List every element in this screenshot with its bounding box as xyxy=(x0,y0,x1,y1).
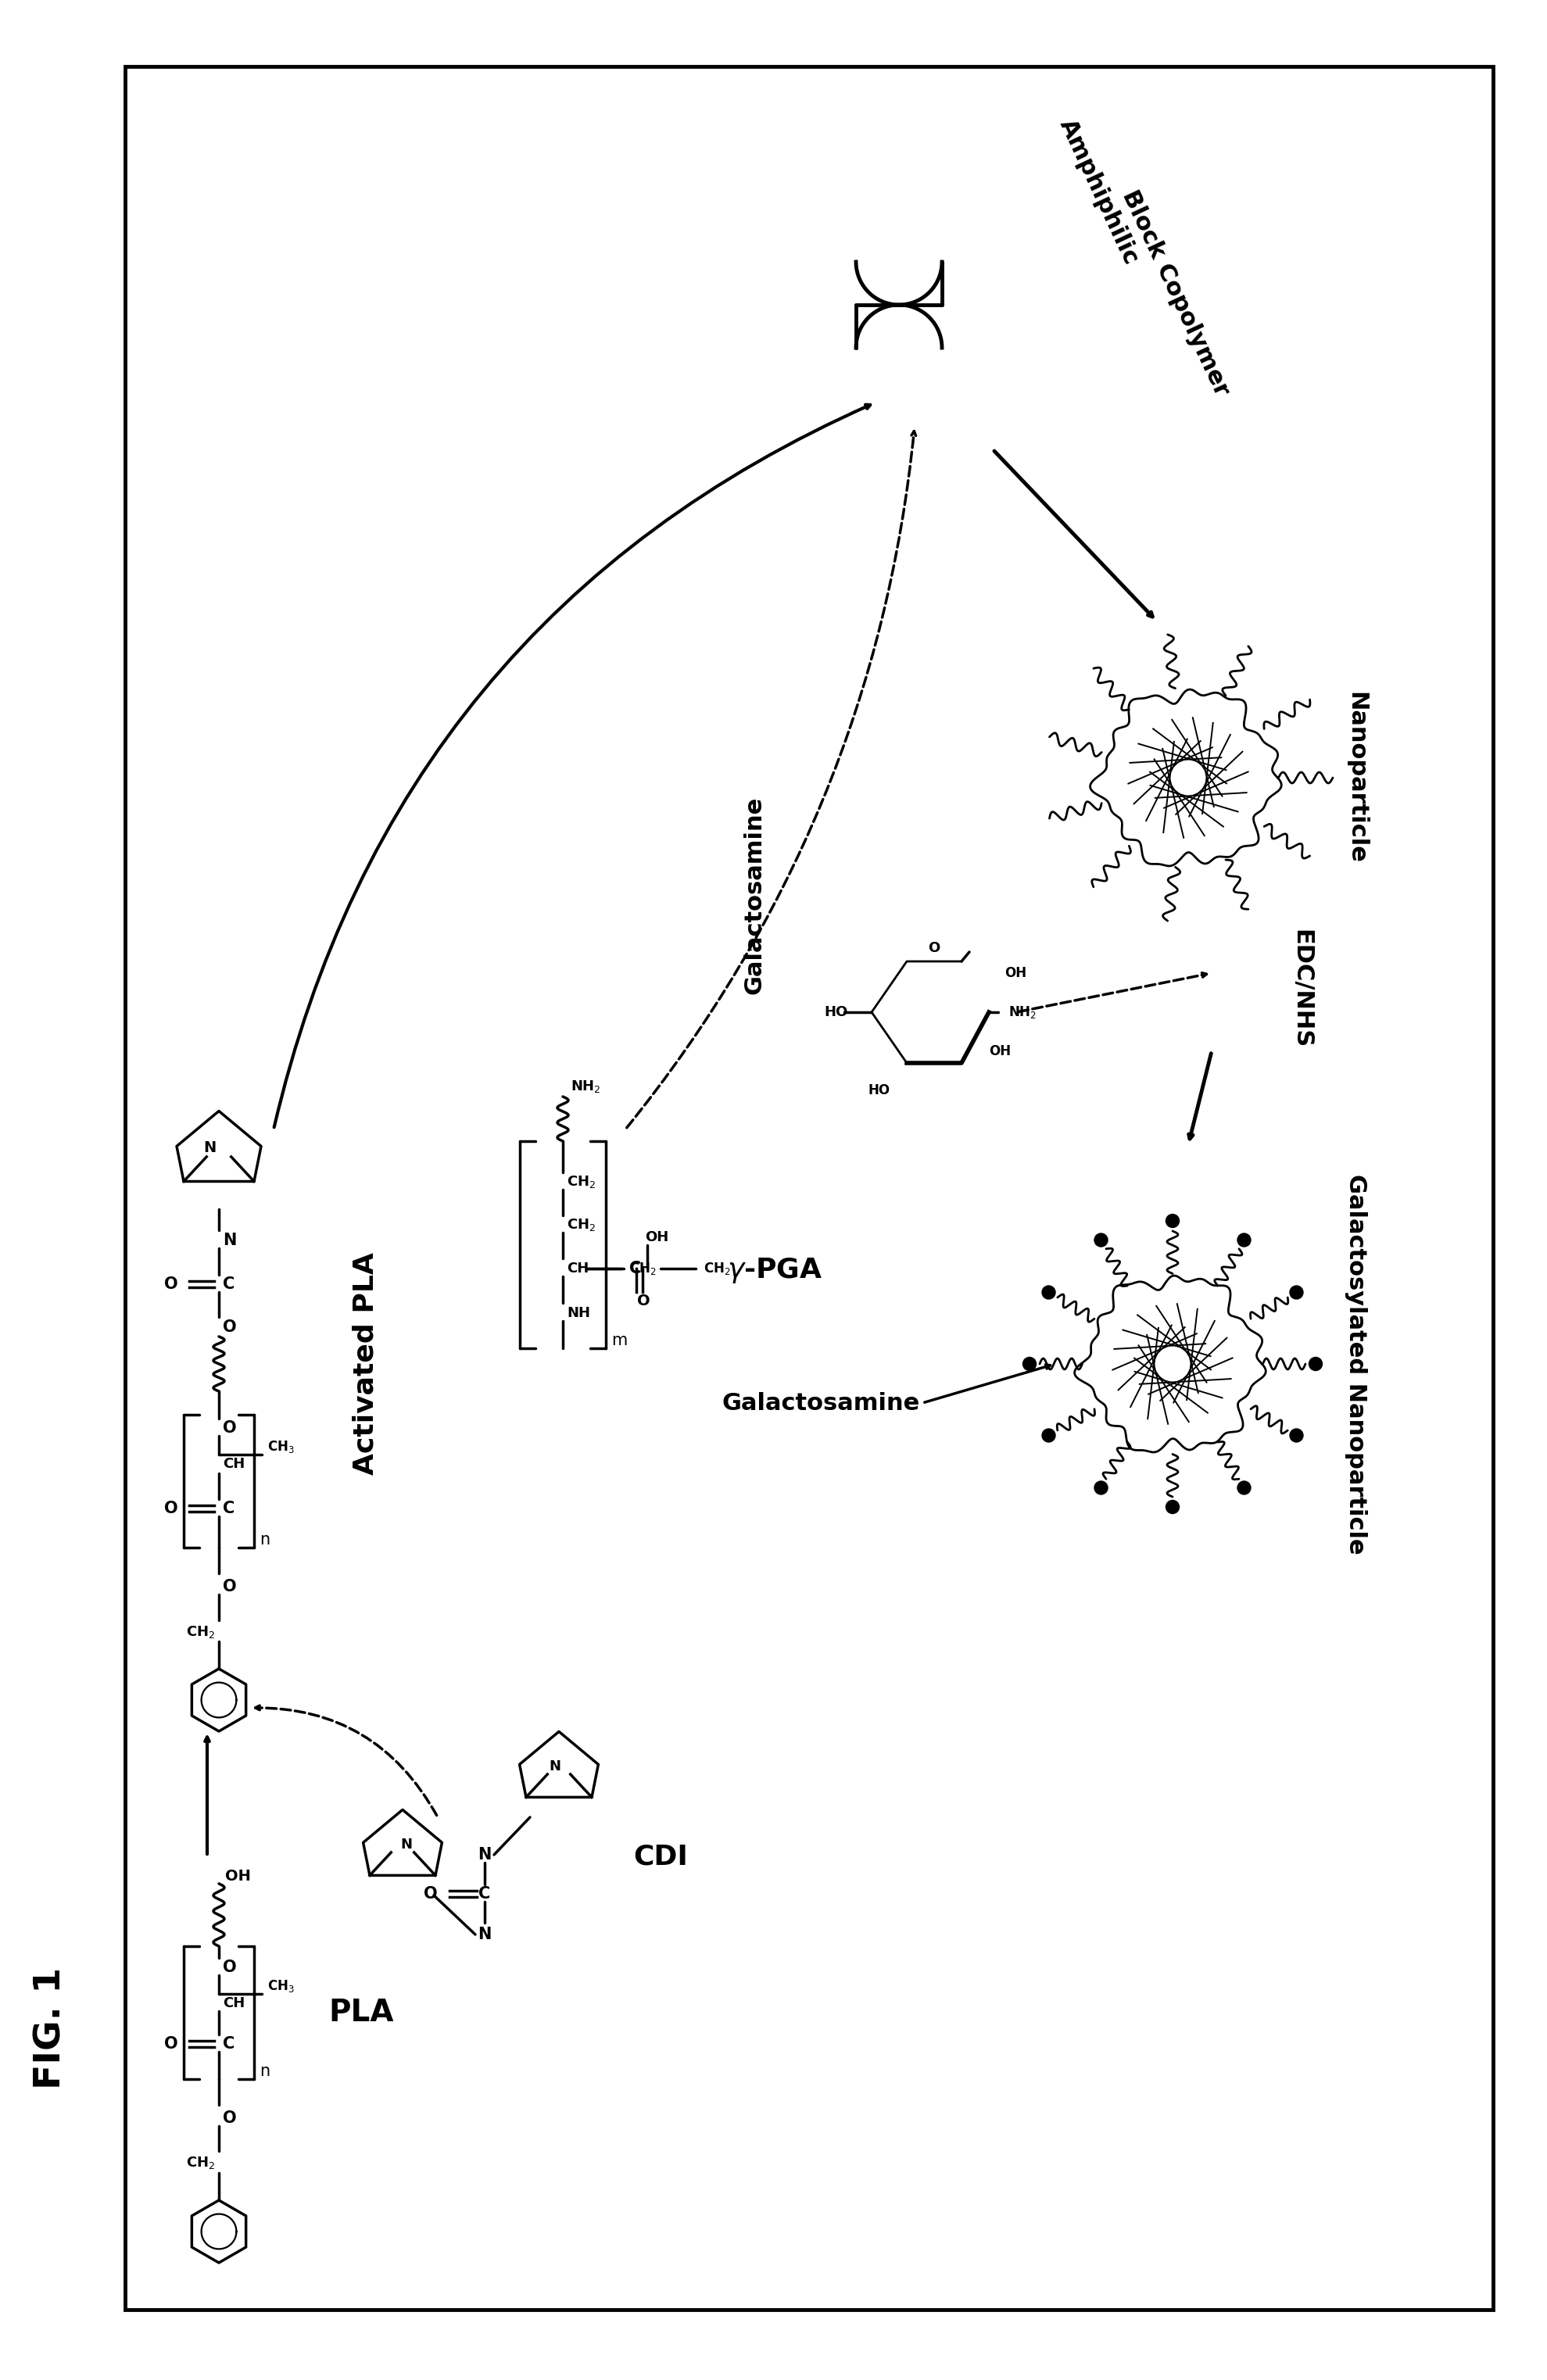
Text: CH$_2$: CH$_2$ xyxy=(566,1216,596,1233)
Circle shape xyxy=(1290,1285,1303,1299)
Text: N: N xyxy=(401,1837,413,1852)
Text: CH$_3$: CH$_3$ xyxy=(268,1978,294,1994)
Text: O: O xyxy=(223,1578,237,1595)
Text: NH: NH xyxy=(566,1307,591,1321)
Text: CH$_3$: CH$_3$ xyxy=(268,1440,294,1454)
Text: HO: HO xyxy=(868,1083,891,1097)
Circle shape xyxy=(1290,1428,1303,1442)
Text: N: N xyxy=(478,1928,492,1942)
Text: CH$_2$: CH$_2$ xyxy=(186,1623,215,1640)
Text: EDC/NHS: EDC/NHS xyxy=(1290,928,1312,1047)
Text: C: C xyxy=(223,1502,235,1516)
Text: O: O xyxy=(637,1295,650,1309)
Text: OH: OH xyxy=(989,1045,1010,1059)
Text: Galactosylated Nanoparticle: Galactosylated Nanoparticle xyxy=(1344,1173,1368,1554)
Circle shape xyxy=(1238,1480,1250,1495)
Text: CH$_2$: CH$_2$ xyxy=(704,1261,730,1276)
Text: n: n xyxy=(260,1533,269,1547)
Text: CH$_2$: CH$_2$ xyxy=(630,1261,656,1276)
Text: n: n xyxy=(260,2063,269,2080)
Text: C: C xyxy=(223,2037,235,2052)
Text: N: N xyxy=(203,1140,217,1154)
Text: O: O xyxy=(164,1502,178,1516)
Bar xyxy=(125,67,1493,2309)
Circle shape xyxy=(1094,1480,1108,1495)
Text: Block Copolymer: Block Copolymer xyxy=(1118,186,1233,400)
Text: N: N xyxy=(223,1233,237,1247)
Text: CH: CH xyxy=(223,1457,244,1471)
Text: O: O xyxy=(223,1421,237,1435)
Text: CH$_2$: CH$_2$ xyxy=(186,2154,215,2171)
Text: N: N xyxy=(478,1847,492,1864)
Text: OH: OH xyxy=(645,1230,668,1245)
Text: CDI: CDI xyxy=(633,1842,688,1871)
Text: Nanoparticle: Nanoparticle xyxy=(1344,693,1368,864)
Text: HO: HO xyxy=(825,1004,848,1019)
Text: OH: OH xyxy=(226,1868,251,1883)
Circle shape xyxy=(1309,1357,1323,1371)
Text: Activated PLA: Activated PLA xyxy=(351,1252,379,1476)
Text: O: O xyxy=(164,2037,178,2052)
Text: O: O xyxy=(223,1959,237,1975)
Circle shape xyxy=(1094,1233,1108,1247)
Text: PLA: PLA xyxy=(328,1997,393,2028)
Circle shape xyxy=(1043,1285,1055,1299)
Text: m: m xyxy=(611,1333,627,1349)
Text: O: O xyxy=(424,1885,438,1902)
Circle shape xyxy=(1238,1233,1250,1247)
Text: O: O xyxy=(164,1276,178,1292)
Circle shape xyxy=(1043,1428,1055,1442)
Circle shape xyxy=(1166,1499,1179,1514)
Text: CH: CH xyxy=(223,1997,244,2011)
Circle shape xyxy=(1166,1214,1179,1228)
Text: O: O xyxy=(928,940,941,954)
Text: Galactosamine: Galactosamine xyxy=(722,1392,920,1414)
Text: O: O xyxy=(223,2111,237,2125)
Text: OH: OH xyxy=(1004,966,1027,981)
Text: N: N xyxy=(549,1759,562,1773)
Text: CH: CH xyxy=(566,1261,589,1276)
Text: C: C xyxy=(223,1276,235,1292)
Text: Galactosamine: Galactosamine xyxy=(743,795,766,995)
Text: C: C xyxy=(630,1261,640,1276)
Text: FIG. 1: FIG. 1 xyxy=(32,1968,68,2090)
Text: CH$_2$: CH$_2$ xyxy=(566,1173,596,1190)
Text: NH$_2$: NH$_2$ xyxy=(571,1078,600,1095)
Text: NH$_2$: NH$_2$ xyxy=(1009,1004,1036,1021)
Text: C: C xyxy=(478,1885,490,1902)
Circle shape xyxy=(1023,1357,1036,1371)
Text: O: O xyxy=(223,1319,237,1335)
Text: Amphiphilic: Amphiphilic xyxy=(1055,114,1143,269)
Text: $\gamma$-PGA: $\gamma$-PGA xyxy=(727,1257,823,1285)
